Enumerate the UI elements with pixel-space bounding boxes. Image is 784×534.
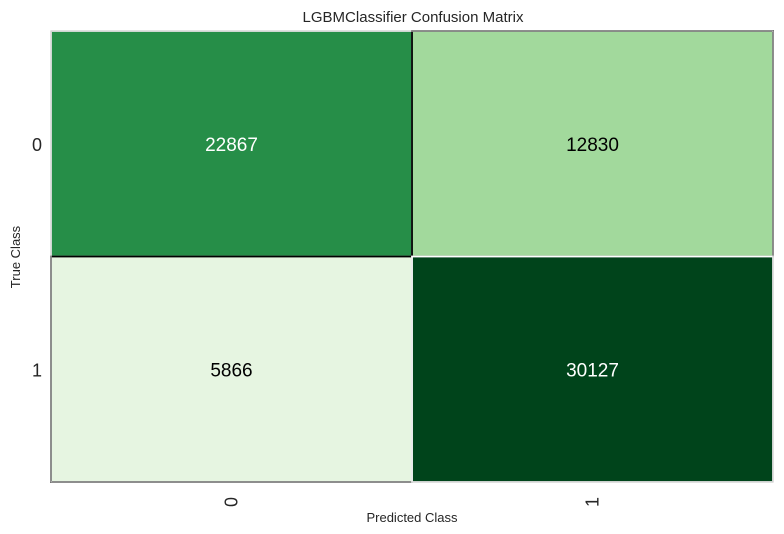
matrix-cell <box>411 255 774 483</box>
cell-value-label: 12830 <box>566 135 619 156</box>
y-tick-label: 0 <box>32 135 42 155</box>
cell-value-label: 5866 <box>210 360 252 381</box>
cell-value-label: 22867 <box>205 135 258 156</box>
cell-value-label: 30127 <box>566 360 619 381</box>
x-tick-label: 0 <box>222 497 242 507</box>
x-tick-label: 1 <box>583 497 603 507</box>
x-axis-label: Predicted Class <box>366 510 458 525</box>
plot-frame <box>50 30 774 483</box>
matrix-cells: 22867 12830 5866 30127 <box>50 30 774 483</box>
matrix-cell <box>411 30 774 258</box>
chart-title: LGBMClassifier Confusion Matrix <box>303 9 524 26</box>
y-axis-label: True Class <box>8 225 23 288</box>
matrix-cell <box>50 255 413 483</box>
matrix-cell <box>50 30 413 258</box>
y-axis-ticks: 01 <box>32 135 42 381</box>
y-tick-label: 1 <box>32 360 42 380</box>
